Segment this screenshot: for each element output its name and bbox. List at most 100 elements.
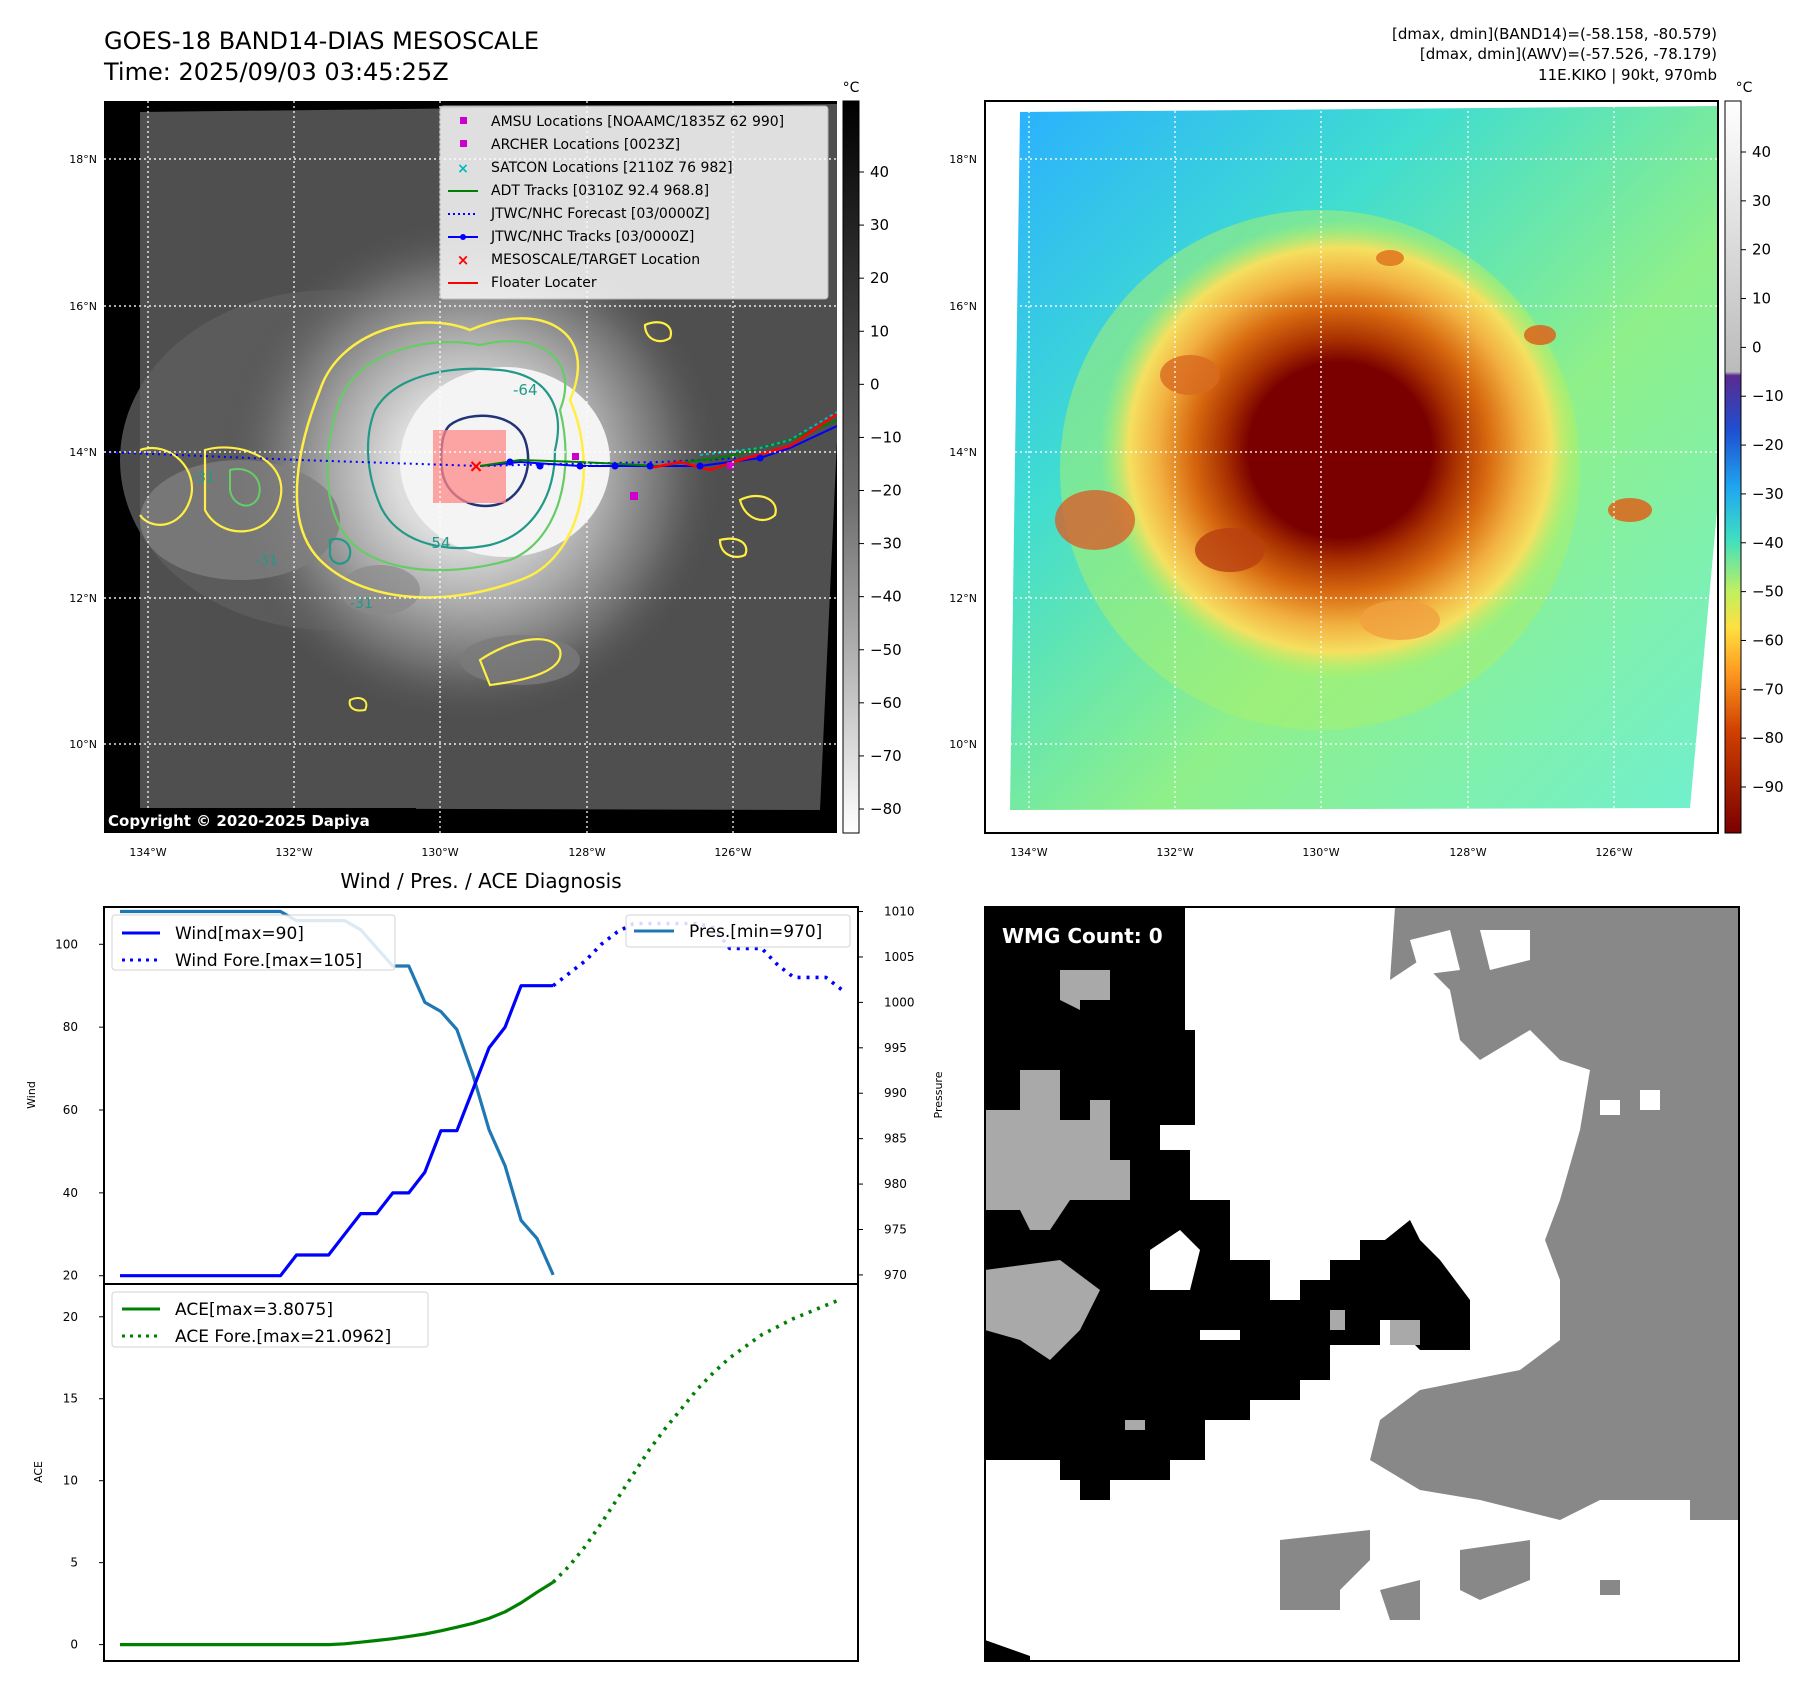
copyright-bg	[104, 808, 416, 833]
legend-wind: Wind[max=90]	[175, 924, 304, 944]
wmg-count-label: WMG Count: 0	[1002, 924, 1163, 948]
ir-map-legend: AMSU Locations [NOAAMC/1835Z 62 990] ARC…	[439, 105, 829, 300]
ir-lat-10: 10°N	[69, 738, 97, 751]
ir-lon-132: 132°W	[275, 846, 312, 859]
ir-lat-14: 14°N	[69, 446, 97, 459]
awv-colorbar-tick-label: −80	[1752, 729, 1784, 747]
ir-map-panel: -64 -54 -31 -31 -31 ×	[69, 80, 901, 859]
legend-forecast: JTWC/NHC Forecast [03/0000Z]	[490, 206, 710, 222]
ir-lon-labels: 134°W 132°W 130°W 128°W 126°W	[129, 846, 751, 859]
pressure-ytick-label: 1005	[884, 950, 915, 964]
ir-colorbar-tick-label: −10	[870, 428, 902, 446]
ir-colorbar-tick-label: 40	[870, 163, 889, 181]
wind-series-line	[120, 984, 554, 1278]
main-title: GOES-18 BAND14-DIAS MESOSCALE	[104, 27, 539, 55]
awv-lat-labels: 18°N 16°N 14°N 12°N 10°N	[949, 153, 977, 751]
awv-colorbar-tick-label: −40	[1752, 534, 1784, 552]
ir-lat-16: 16°N	[69, 300, 97, 313]
wind-axis-label: Wind	[25, 1081, 38, 1109]
ir-colorbar-scale	[842, 100, 860, 834]
ace-ytick-label: 5	[70, 1556, 78, 1570]
ir-colorbar-tick-label: −40	[870, 588, 902, 606]
awv-map-panel: 134°W 132°W 130°W 128°W 126°W 18°N 16°N …	[949, 80, 1783, 859]
contour-label-64: -64	[513, 381, 538, 399]
wmg-black-region	[985, 907, 1420, 1500]
awv-colorbar-tick-label: −20	[1752, 436, 1784, 454]
wind-ytick-label: 60	[63, 1103, 78, 1117]
awv-colorbar-tick-label: −60	[1752, 631, 1784, 649]
awv-lat-14: 14°N	[949, 446, 977, 459]
ir-colorbar-unit: °C	[843, 80, 860, 96]
main-time: Time: 2025/09/03 03:45:25Z	[103, 58, 449, 86]
wmg-mask	[985, 907, 1739, 1661]
ir-colorbar-tick-label: −20	[870, 482, 902, 500]
awv-lon-126: 126°W	[1595, 846, 1632, 859]
pressure-ytick-label: 980	[884, 1177, 907, 1191]
awv-gridlines	[985, 101, 1718, 833]
awv-colorbar-tick-label: 10	[1752, 290, 1771, 308]
legend-archer-icon	[460, 140, 467, 147]
awv-colorbar-scale	[1724, 100, 1742, 834]
awv-lon-134: 134°W	[1010, 846, 1047, 859]
ir-colorbar-tick-label: −30	[870, 535, 902, 553]
dmax-band14: [dmax, dmin](BAND14)=(-58.158, -80.579)	[1392, 25, 1717, 43]
wmg-light-gray-region	[985, 1070, 1130, 1230]
dmax-awv: [dmax, dmin](AWV)=(-57.526, -78.179)	[1420, 45, 1717, 63]
awv-lon-130: 130°W	[1302, 846, 1339, 859]
wind-legend: Wind[max=90] Wind Fore.[max=105]	[111, 914, 396, 971]
legend-pres: Pres.[min=970]	[689, 922, 822, 942]
ace-ytick-label: 15	[63, 1392, 78, 1406]
legend-target: MESOSCALE/TARGET Location	[491, 252, 700, 268]
awv-colorbar-tick-label: −50	[1752, 583, 1784, 601]
ir-lat-18: 18°N	[69, 153, 97, 166]
wind-ytick-label: 80	[63, 1020, 78, 1034]
ir-colorbar-tick-label: −70	[870, 747, 902, 765]
contour-label-31b: -31	[255, 553, 278, 569]
contour-green	[326, 340, 567, 572]
contour-label-31c: -31	[350, 596, 373, 612]
legend-floater: Floater Locater	[491, 275, 597, 291]
ir-colorbar-tick-label: −50	[870, 641, 902, 659]
awv-storm-core	[1100, 220, 1580, 680]
contour-teal	[366, 367, 559, 550]
awv-lon-labels: 134°W 132°W 130°W 128°W 126°W	[1010, 846, 1632, 859]
copyright-text: Copyright © 2020-2025 Dapiya	[108, 812, 370, 830]
wmg-panel: WMG Count: 0	[984, 906, 1740, 1662]
awv-lat-12: 12°N	[949, 592, 977, 605]
floater-track	[649, 412, 837, 472]
awv-colorbar: °C 40 30 20 10 0 −10 −20 −30 −40 −50 −60 −70 −80 −90	[1724, 80, 1784, 834]
wind-ytick-label: 20	[63, 1269, 78, 1283]
pressure-ytick-label: 970	[884, 1268, 907, 1282]
legend-adt: ADT Tracks [0310Z 92.4 968.8]	[491, 183, 709, 199]
awv-colorbar-tick-label: 20	[1752, 241, 1771, 259]
ir-lon-130: 130°W	[421, 846, 458, 859]
awv-lon-132: 132°W	[1156, 846, 1193, 859]
ir-colorbar-tick-label: 0	[870, 375, 880, 393]
ir-colorbar-tick-label: 20	[870, 269, 889, 287]
ir-colorbar-ticks: 40 30 20 10 0 −10 −20 −30 −40 −50 −60 −70 −80	[859, 163, 902, 818]
pressure-ytick-label: 995	[884, 1041, 907, 1055]
ace-ytick-label: 0	[70, 1638, 78, 1652]
ir-colorbar-tick-label: 10	[870, 322, 889, 340]
awv-colorbar-tick-label: 0	[1752, 338, 1762, 356]
awv-colorbar-tick-label: −70	[1752, 680, 1784, 698]
ir-lon-128: 128°W	[568, 846, 605, 859]
pressure-ytick-label: 1000	[884, 995, 915, 1009]
awv-lat-10: 10°N	[949, 738, 977, 751]
legend-ace-fore: ACE Fore.[max=21.0962]	[175, 1327, 391, 1347]
contour-yellow-outer	[295, 317, 586, 599]
ir-colorbar-tick-label: 30	[870, 216, 889, 234]
wind-ytick-label: 100	[55, 937, 78, 951]
ir-colorbar-tick-label: −80	[870, 800, 902, 818]
awv-colorbar-tick-label: −90	[1752, 778, 1784, 796]
legend-ace: ACE[max=3.8075]	[175, 1300, 333, 1320]
ace-series-line	[120, 1580, 555, 1647]
awv-colorbar-tick-label: 40	[1752, 143, 1771, 161]
awv-colorbar-tick-label: −30	[1752, 485, 1784, 503]
legend-satcon-icon: ×	[457, 161, 469, 177]
pressure-ytick-label: 990	[884, 1086, 907, 1100]
awv-lat-18: 18°N	[949, 153, 977, 166]
legend-wind-fore: Wind Fore.[max=105]	[175, 951, 362, 971]
ir-lon-126: 126°W	[714, 846, 751, 859]
